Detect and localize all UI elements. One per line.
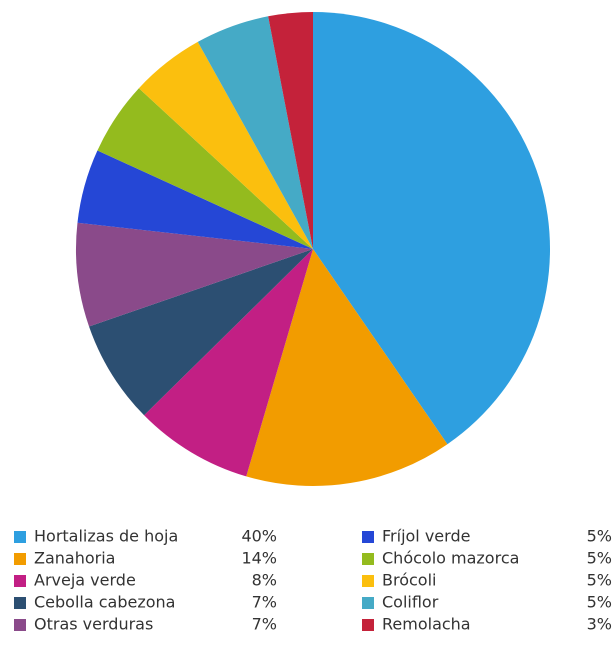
- legend-value: 7%: [252, 593, 277, 612]
- legend-value: 5%: [587, 571, 612, 590]
- legend-label: Zanahoria: [34, 549, 115, 568]
- legend-value: 40%: [241, 527, 277, 546]
- legend-swatch: [362, 553, 374, 565]
- legend-label: Arveja verde: [34, 571, 136, 590]
- legend-swatch: [14, 553, 26, 565]
- legend-swatch: [14, 619, 26, 631]
- legend-label: Otras verduras: [34, 615, 153, 634]
- legend-value: 8%: [252, 571, 277, 590]
- legend-value: 7%: [252, 615, 277, 634]
- legend-swatch: [362, 619, 374, 631]
- legend-swatch: [362, 531, 374, 543]
- legend-swatch: [362, 597, 374, 609]
- legend-label: Cebolla cabezona: [34, 593, 175, 612]
- legend-label: Brócoli: [382, 571, 436, 590]
- legend-label: Fríjol verde: [382, 527, 470, 546]
- legend-label: Chócolo mazorca: [382, 549, 519, 568]
- legend-swatch: [362, 575, 374, 587]
- legend-swatch: [14, 597, 26, 609]
- pie-slice: [89, 249, 313, 416]
- legend-label: Remolacha: [382, 615, 471, 634]
- legend-label: Coliflor: [382, 593, 439, 612]
- pie-slice: [313, 12, 550, 445]
- pie-slice: [144, 249, 313, 477]
- legend-swatch: [14, 575, 26, 587]
- pie-slice: [268, 12, 313, 249]
- legend-value: 5%: [587, 593, 612, 612]
- legend-value: 14%: [241, 549, 277, 568]
- legend-value: 3%: [587, 615, 612, 634]
- pie-slice: [75, 222, 313, 327]
- legend-value: 5%: [587, 527, 612, 546]
- pie-slice: [97, 88, 314, 249]
- legend-swatch: [14, 531, 26, 543]
- legend-label: Hortalizas de hoja: [34, 527, 178, 546]
- pie-slice: [246, 249, 448, 486]
- pie-slice: [77, 150, 313, 249]
- pie-slice: [138, 41, 313, 249]
- pie-slice: [197, 16, 313, 249]
- legend-value: 5%: [587, 549, 612, 568]
